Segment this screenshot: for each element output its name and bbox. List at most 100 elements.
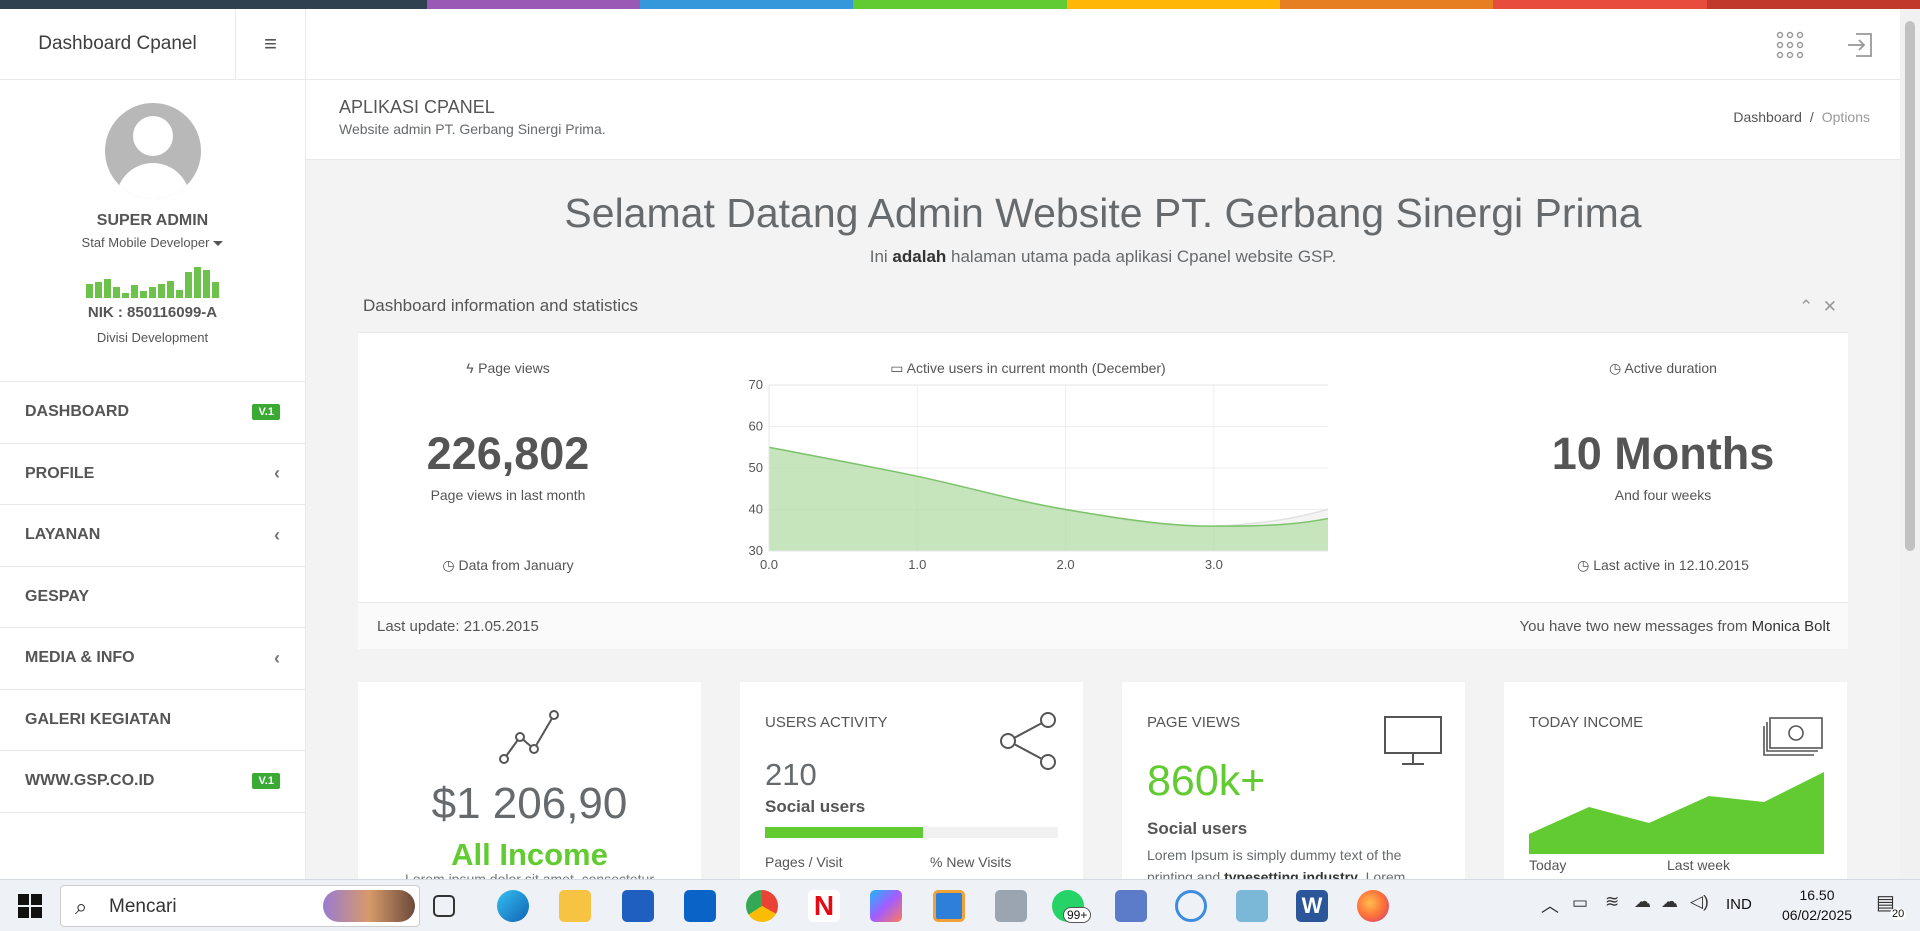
last-week-label: Last week	[1667, 857, 1731, 873]
stats-panel-footer: Last update: 21.05.2015 You have two new…	[358, 602, 1848, 649]
active-duration-header: ◷ Active duration	[1538, 360, 1788, 377]
income-text: Lorem ipsum dolor sit amet, consectetur	[405, 871, 654, 882]
active-users-label: Active users in current month (December)	[906, 360, 1166, 376]
whatsapp-badge: 99+	[1063, 907, 1092, 923]
breadcrumb-home-link[interactable]: Dashboard	[1733, 109, 1802, 125]
notification-icon[interactable]: ▤	[1876, 892, 1895, 914]
lorem-text: . Lorem	[1357, 869, 1406, 882]
wifi-icon[interactable]: ≋	[1605, 892, 1620, 911]
profile-sparkline	[0, 260, 305, 298]
collapse-icon[interactable]: ⌃	[1799, 297, 1814, 316]
menu-item-gespay[interactable]: GESPAY	[0, 567, 305, 628]
sparkline-bar	[185, 272, 192, 298]
cloud-icon[interactable]: ☁	[1634, 892, 1651, 911]
message-sender-link[interactable]: Monica Bolt	[1751, 618, 1830, 635]
caret-down-icon	[213, 241, 224, 247]
file-explorer-icon[interactable]	[559, 890, 591, 922]
last-active-text: Last active in 12.10.2015	[1593, 557, 1749, 573]
messages-notice: You have two new messages from Monica Bo…	[1520, 618, 1830, 635]
page-views-sub: Social users	[1147, 819, 1248, 838]
app-icon[interactable]	[1175, 890, 1207, 922]
edge-icon[interactable]	[497, 890, 529, 922]
word-icon[interactable]: W	[1296, 890, 1328, 922]
taskbar-search[interactable]: ⌕ Mencari	[60, 885, 420, 927]
close-icon[interactable]: ✕	[1822, 297, 1837, 316]
income-trend-chart	[1529, 772, 1824, 854]
menu-item-profile[interactable]: PROFILE ‹	[0, 444, 305, 505]
chart-x-tick-label: 2.0	[1057, 557, 1075, 572]
page-subtitle: Website admin PT. Gerbang Sinergi Prima.	[339, 121, 606, 137]
copilot-icon[interactable]	[870, 890, 902, 922]
welcome-subtitle: Ini adalah halaman utama pada aplikasi C…	[306, 247, 1900, 267]
app-icon[interactable]	[933, 890, 965, 922]
sparkline-bar	[167, 281, 174, 298]
money-icon	[1763, 717, 1823, 756]
vertical-scrollbar[interactable]	[1900, 9, 1920, 879]
chart-y-tick-label: 60	[749, 419, 763, 434]
apps-grid-icon[interactable]	[1776, 31, 1804, 59]
menu-item-dashboard[interactable]: DASHBOARD V.1	[0, 382, 305, 444]
users-progress-track	[765, 827, 1058, 838]
pageviews-label: Page views	[478, 360, 550, 376]
app-icon[interactable]	[1236, 890, 1268, 922]
outlook-icon[interactable]	[684, 890, 716, 922]
firefox-icon[interactable]	[1357, 890, 1389, 922]
menu-item-layanan[interactable]: LAYANAN ‹	[0, 505, 305, 567]
welcome-sub-text: halaman utama pada aplikasi Cpanel websi…	[946, 247, 1337, 266]
menu-item-website[interactable]: WWW.GSP.CO.ID V.1	[0, 751, 305, 813]
profile-role-dropdown[interactable]: Staf Mobile Developer	[0, 235, 305, 250]
users-progress-fill	[765, 827, 924, 838]
sparkline-bar	[194, 267, 201, 298]
chevron-left-icon: ‹	[274, 647, 280, 668]
breadcrumb-active: Options	[1821, 109, 1870, 125]
scrollbar-thumb[interactable]	[1905, 21, 1915, 551]
network-app-icon[interactable]	[1115, 890, 1147, 922]
sparkline-bar	[176, 290, 183, 298]
logout-icon[interactable]	[1846, 31, 1874, 59]
task-view-icon[interactable]	[433, 895, 455, 917]
brand-title[interactable]: Dashboard Cpanel	[38, 33, 197, 54]
breadcrumb-separator: /	[1809, 109, 1814, 125]
laptop-icon: ▭	[890, 360, 904, 376]
lorem-bold: typesetting industry	[1224, 869, 1358, 882]
store-icon[interactable]	[622, 890, 654, 922]
chrome-icon[interactable]	[746, 890, 778, 922]
menu-item-galeri[interactable]: GALERI KEGIATAN	[0, 690, 305, 751]
profile-division: Divisi Development	[96, 330, 209, 345]
menu-item-media-info[interactable]: MEDIA & INFO ‹	[0, 628, 305, 690]
income-card: $1 206,90 All Income Lorem ipsum dolor s…	[358, 682, 701, 882]
menu-item-label: PROFILE	[25, 464, 95, 482]
language-indicator[interactable]: IND	[1726, 896, 1752, 913]
clock[interactable]: 16.50 06/02/2025	[1772, 885, 1862, 925]
messages-text: You have two new messages from	[1519, 618, 1752, 635]
search-icon: ⌕	[75, 894, 88, 919]
income-amount: $1 206,90	[431, 779, 628, 828]
panel-tools: ⌃ ✕	[1799, 297, 1837, 317]
chart-y-tick-label: 30	[749, 543, 763, 558]
netflix-icon[interactable]: N	[808, 890, 840, 922]
chart-x-tick-label: 3.0	[1205, 557, 1223, 572]
menu-item-label: GESPAY	[25, 587, 90, 605]
profile-nik: NIK : 850116099-A	[87, 304, 218, 321]
pageviews-header: ϟ Page views	[408, 360, 608, 378]
file-manager-icon[interactable]	[995, 890, 1027, 922]
welcome-sub-bold: adalah	[892, 247, 947, 266]
menu-toggle-button[interactable]: ≡	[235, 8, 305, 80]
avatar	[104, 103, 201, 199]
volume-icon[interactable]: ◁)	[1690, 892, 1709, 911]
windows-start-icon[interactable]	[18, 894, 42, 918]
card-title: USERS ACTIVITY	[765, 714, 888, 731]
chevron-up-icon[interactable]: ︿	[1541, 896, 1559, 916]
chevron-left-icon: ‹	[274, 524, 280, 545]
sparkline-bar	[122, 293, 129, 298]
battery-icon[interactable]: ▭	[1572, 893, 1589, 912]
page-title: APLIKASI CPANEL	[339, 97, 495, 117]
onedrive-icon[interactable]: ☁	[1661, 892, 1678, 911]
today-label: Today	[1529, 857, 1567, 873]
active-duration-label: Active duration	[1624, 360, 1717, 376]
lorem-text: Lorem Ipsum is simply dummy text of the …	[1147, 847, 1402, 882]
card-title: TODAY INCOME	[1529, 714, 1644, 731]
clock-time: 16.50	[1799, 887, 1835, 903]
windows-taskbar: ⌕ Mencari N 99+ W ︿ ▭ ≋ ☁ ☁ ◁) IND 16.50…	[0, 879, 1920, 931]
